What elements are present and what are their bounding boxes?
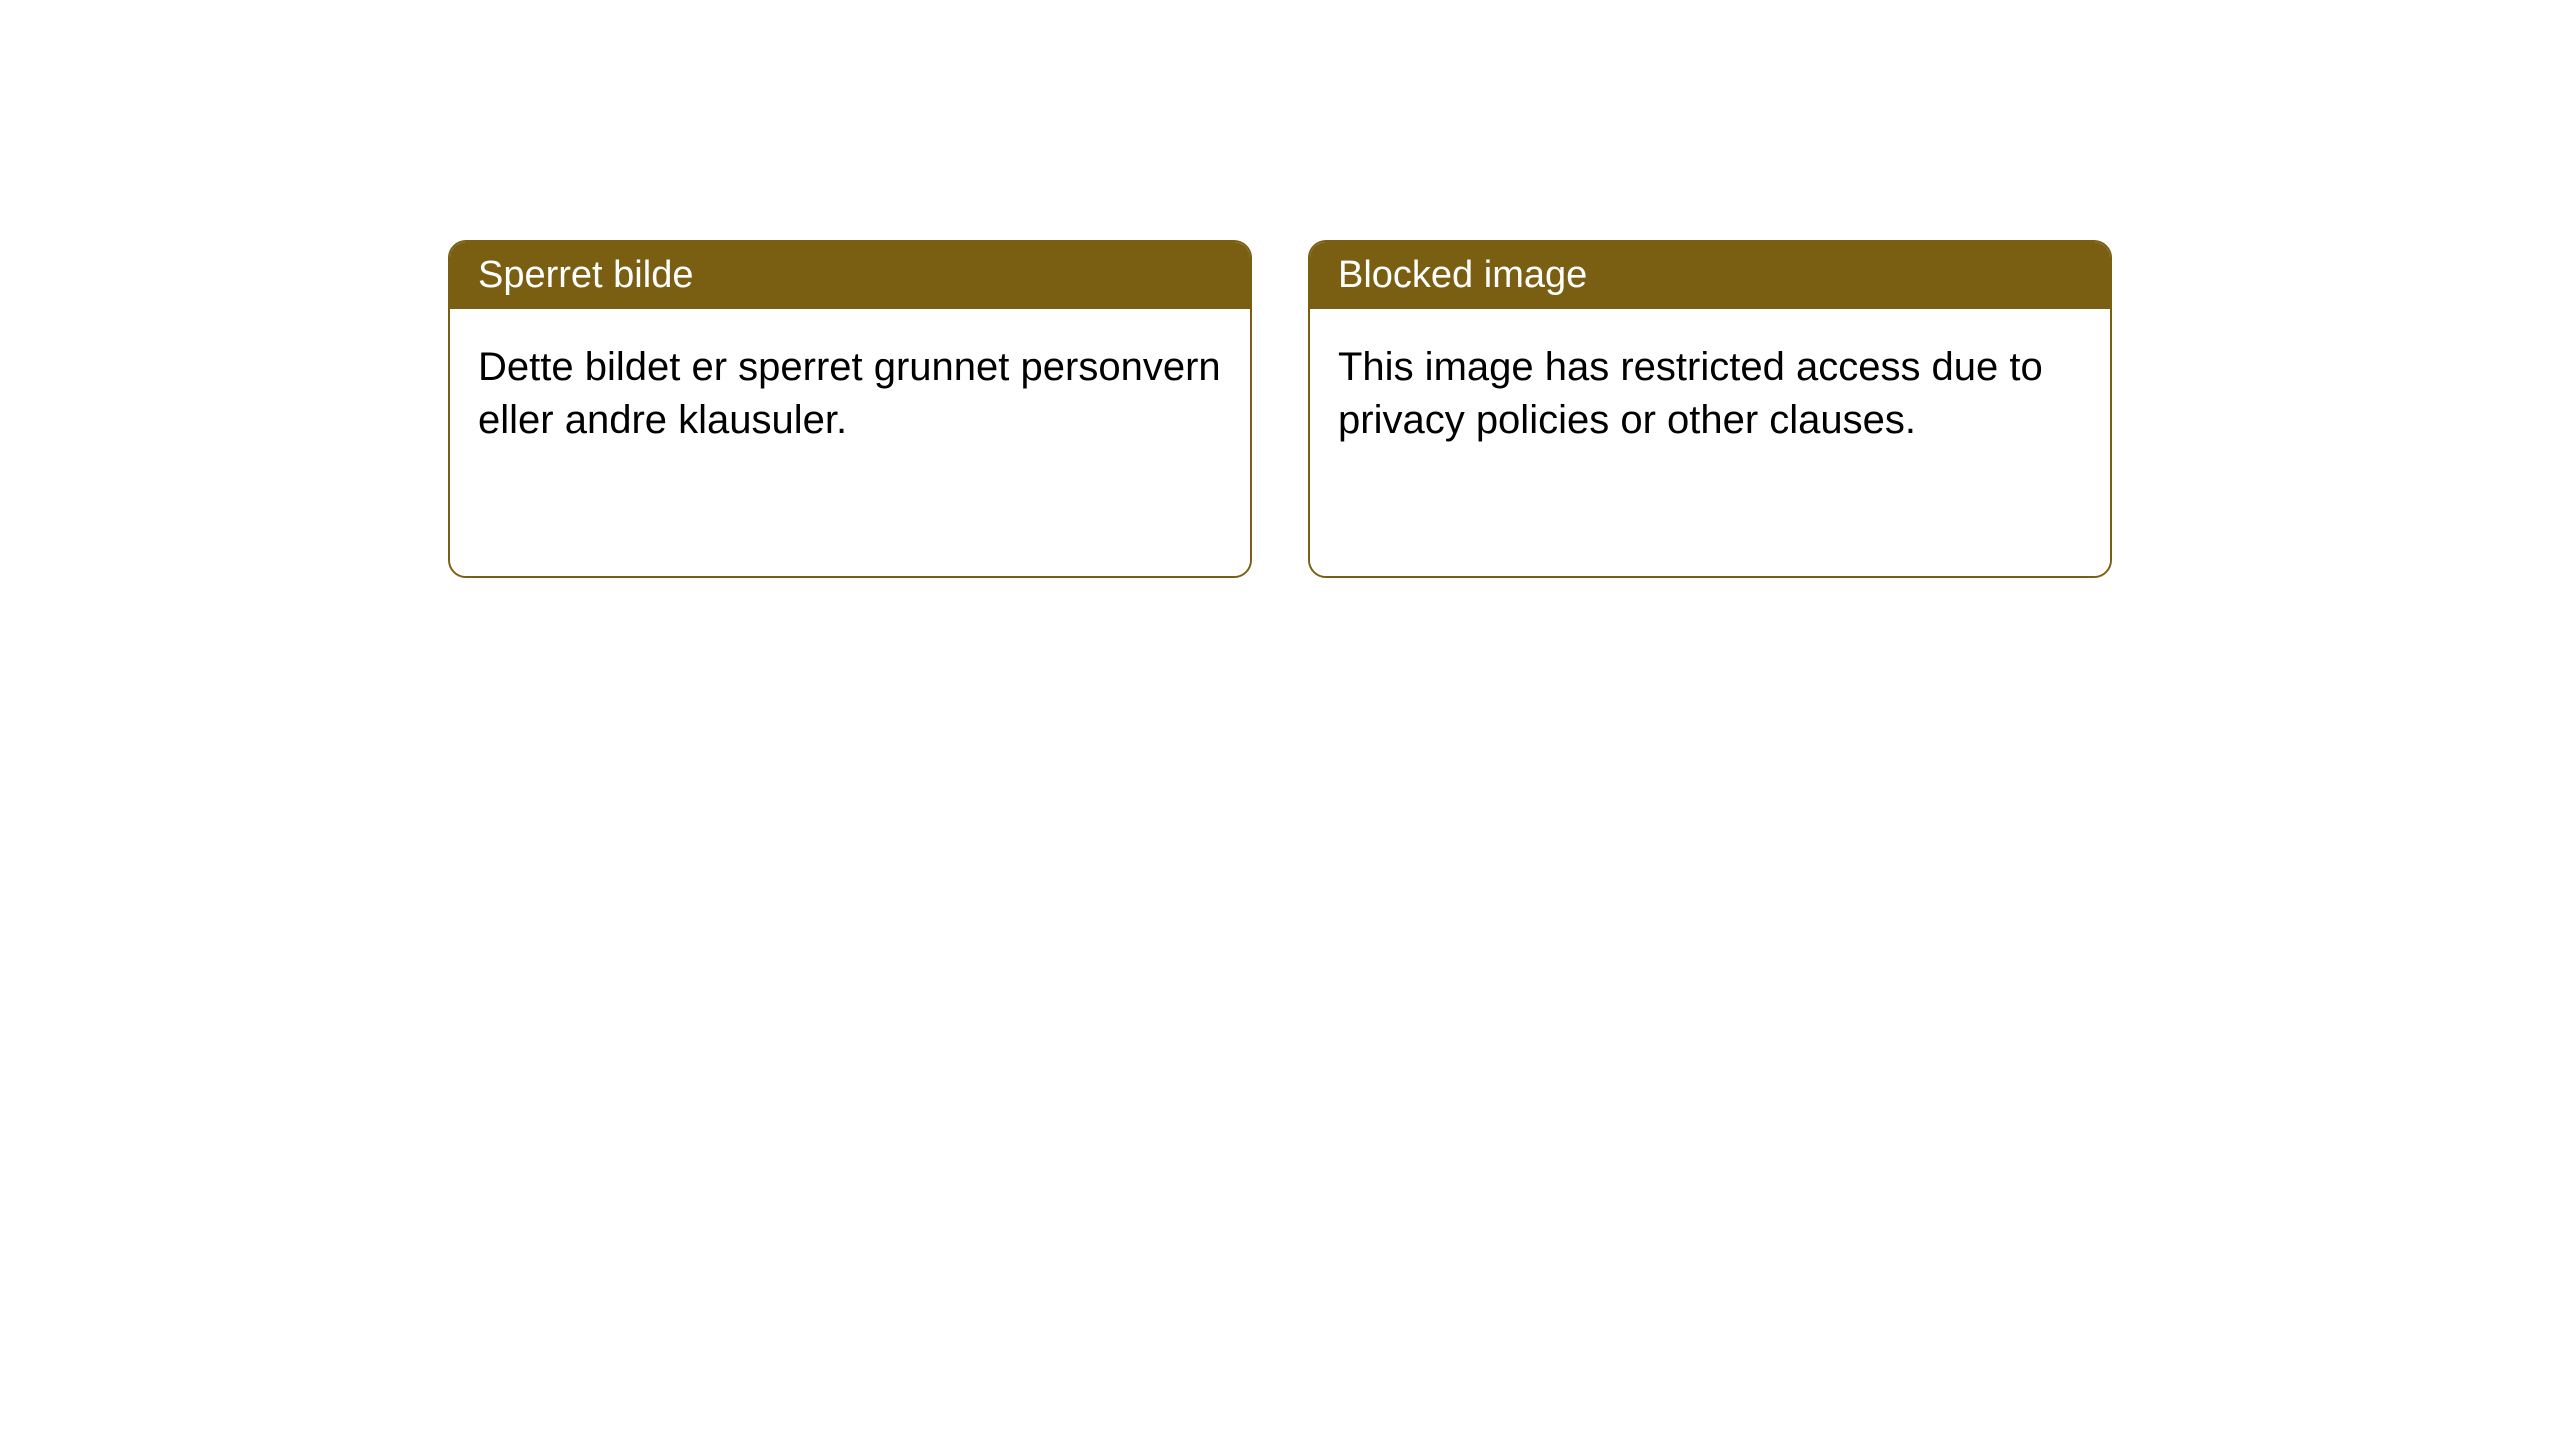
card-body-text: Dette bildet er sperret grunnet personve… — [478, 345, 1221, 442]
card-body: Dette bildet er sperret grunnet personve… — [450, 309, 1250, 576]
card-header: Blocked image — [1310, 242, 2110, 309]
card-header: Sperret bilde — [450, 242, 1250, 309]
card-body-text: This image has restricted access due to … — [1338, 345, 2043, 442]
notice-card-english: Blocked image This image has restricted … — [1308, 240, 2112, 578]
card-body: This image has restricted access due to … — [1310, 309, 2110, 576]
notice-container: Sperret bilde Dette bildet er sperret gr… — [0, 0, 2560, 578]
notice-card-norwegian: Sperret bilde Dette bildet er sperret gr… — [448, 240, 1252, 578]
card-title: Sperret bilde — [478, 254, 693, 296]
card-title: Blocked image — [1338, 254, 1587, 296]
